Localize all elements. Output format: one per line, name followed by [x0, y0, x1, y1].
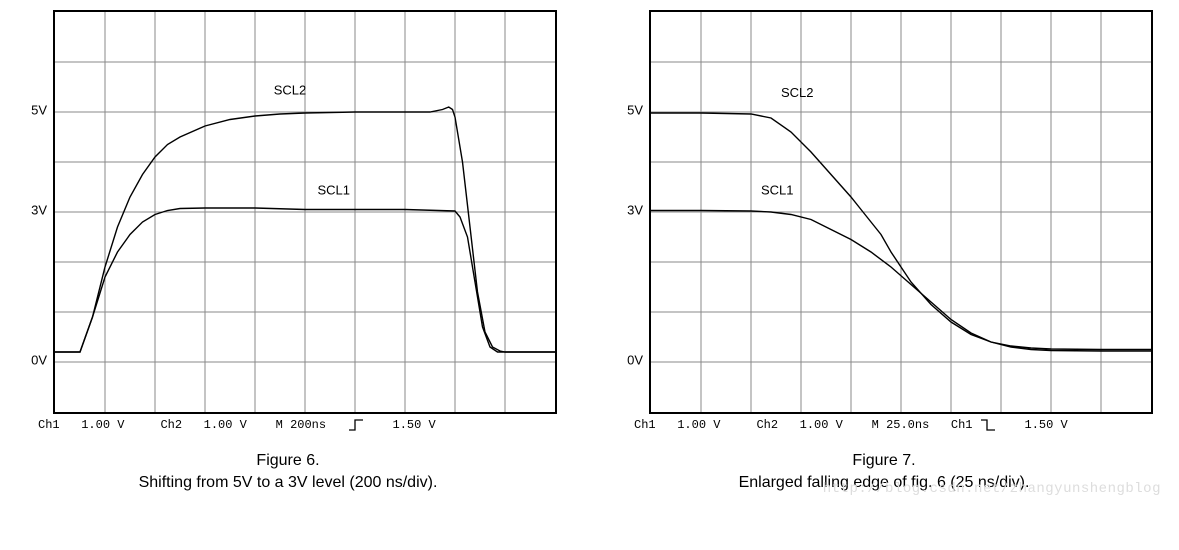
figure-7: 5V 3V 0V SCL2 SCL1 Ch1 1.00 V Ch2 1.00 V M … — [606, 10, 1162, 493]
trigger-edge-icon — [348, 418, 364, 436]
figure-6-scope-row: 5V 3V 0V SCL2 SCL1 — [19, 10, 557, 414]
rising-edge-icon — [348, 418, 364, 432]
series-label: SCL2 — [781, 85, 814, 100]
y-axis-label: 3V — [627, 203, 643, 218]
figure-7-caption-title: Figure 7. — [739, 450, 1030, 472]
ch2-value: 1.00 V — [800, 418, 872, 436]
ch2-value: 1.00 V — [204, 418, 276, 436]
figure-6-caption-title: Figure 6. — [139, 450, 438, 472]
figure-7-bottom-info: Ch1 1.00 V Ch2 1.00 V M 25.0ns Ch1 1.50 … — [606, 418, 1162, 436]
trigger-channel: Ch1 — [951, 418, 980, 436]
y-axis-label: 5V — [627, 103, 643, 118]
figures-container: 5V 3V 0V SCL2 SCL1 Ch1 1.00 V Ch2 1.00 V M … — [10, 10, 1169, 493]
timebase-label: M — [872, 418, 886, 436]
figure-6-ylabels: 5V 3V 0V — [19, 10, 53, 410]
ch1-label: Ch1 — [38, 418, 81, 436]
series-label: SCL1 — [761, 183, 794, 198]
falling-edge-icon — [980, 418, 996, 432]
figure-6: 5V 3V 0V SCL2 SCL1 Ch1 1.00 V Ch2 1.00 V M … — [10, 10, 566, 493]
trigger-edge-icon — [980, 418, 996, 436]
y-axis-label: 3V — [31, 203, 47, 218]
y-axis-label: 5V — [31, 103, 47, 118]
series-label: SCL2 — [274, 83, 307, 98]
figure-7-caption: Figure 7. Enlarged falling edge of fig. … — [739, 450, 1030, 493]
figure-7-scope: SCL2 SCL1 — [649, 10, 1153, 414]
figure-6-caption: Figure 6. Shifting from 5V to a 3V level… — [139, 450, 438, 493]
figure-6-scope: SCL2 SCL1 — [53, 10, 557, 414]
y-axis-label: 0V — [31, 353, 47, 368]
y-axis-label: 0V — [627, 353, 643, 368]
trigger-value: 1.50 V — [364, 418, 436, 436]
figure-6-caption-sub: Shifting from 5V to a 3V level (200 ns/d… — [139, 472, 438, 494]
figure-7-scope-row: 5V 3V 0V SCL2 SCL1 — [615, 10, 1153, 414]
figure-7-caption-sub: Enlarged falling edge of fig. 6 (25 ns/d… — [739, 472, 1030, 494]
trigger-value: 1.50 V — [996, 418, 1068, 436]
series-label: SCL1 — [318, 183, 351, 198]
ch1-value: 1.00 V — [81, 418, 160, 436]
ch1-value: 1.00 V — [677, 418, 756, 436]
ch1-label: Ch1 — [634, 418, 677, 436]
timebase-value: 25.0ns — [886, 418, 951, 436]
figure-6-bottom-info: Ch1 1.00 V Ch2 1.00 V M 200ns 1.50 V — [10, 418, 566, 436]
figure-7-ylabels: 5V 3V 0V — [615, 10, 649, 410]
timebase-label: M — [276, 418, 290, 436]
ch2-label: Ch2 — [160, 418, 203, 436]
timebase-value: 200ns — [290, 418, 348, 436]
ch2-label: Ch2 — [756, 418, 799, 436]
